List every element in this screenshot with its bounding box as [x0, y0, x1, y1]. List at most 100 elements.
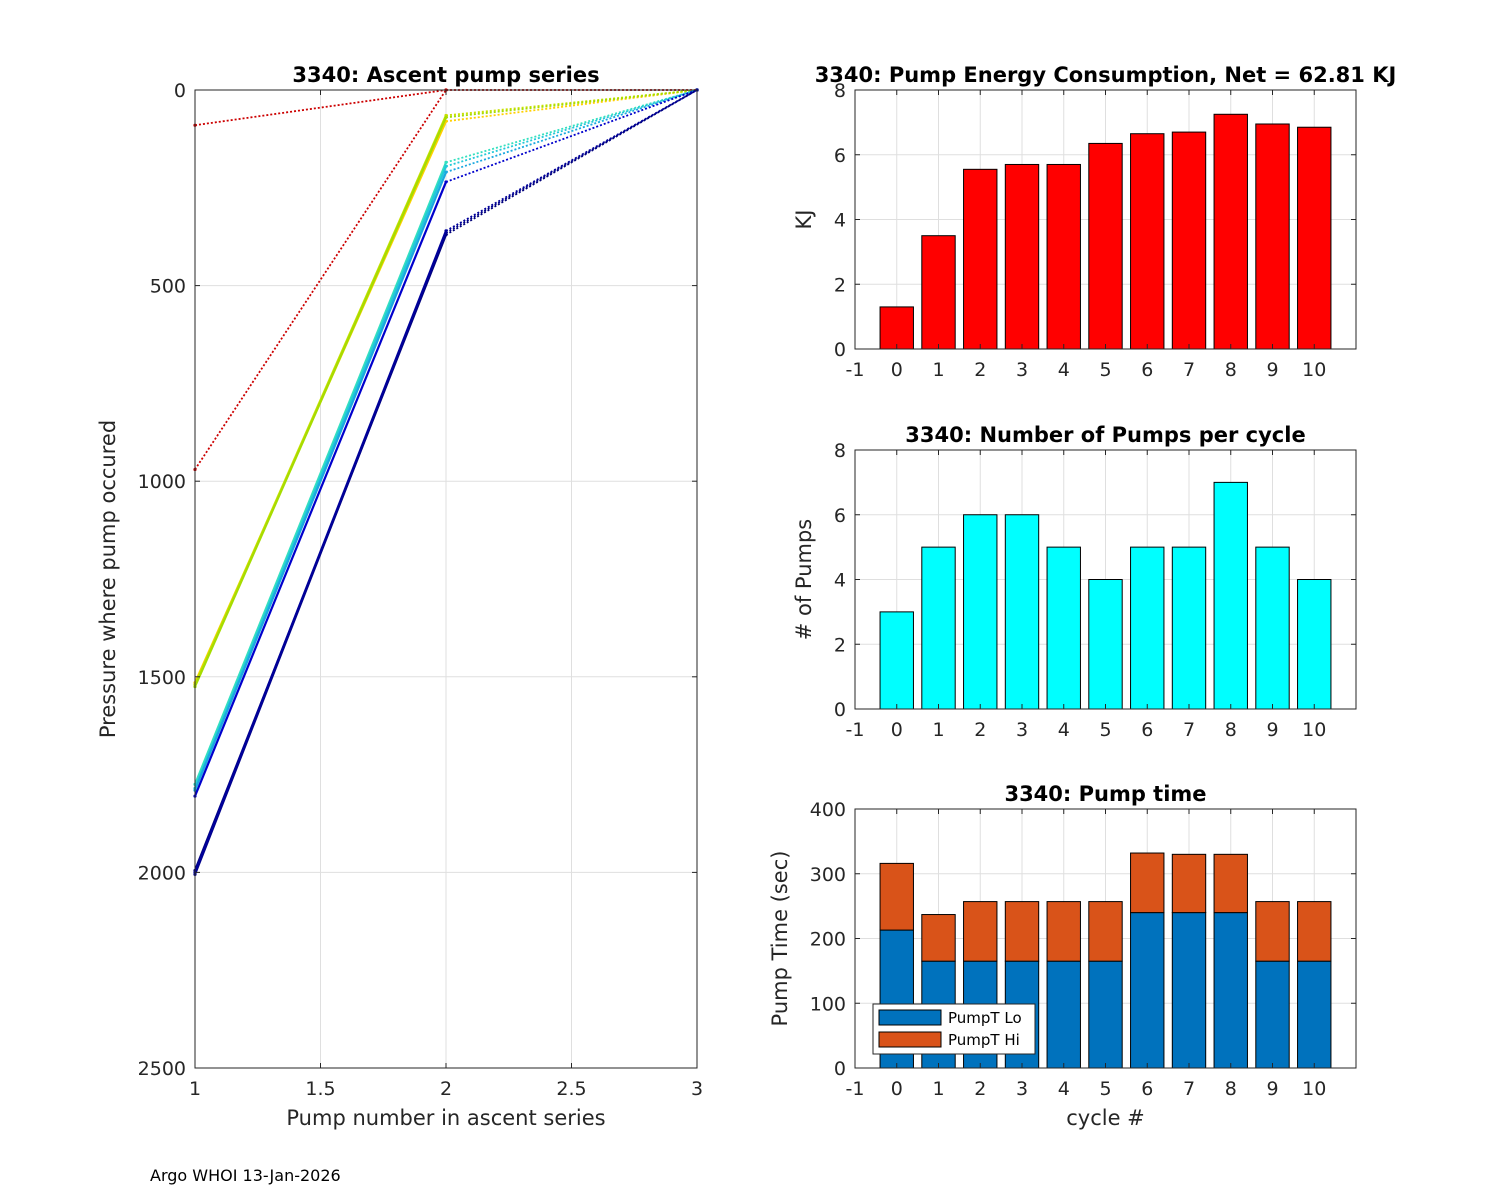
stacked-bar-segment — [879, 862, 914, 931]
y-tick-label: 0 — [834, 1058, 846, 1080]
x-tick-label: 1 — [932, 1078, 944, 1100]
x-tick-label: 4 — [1058, 719, 1070, 741]
x-tick-label: 1 — [932, 359, 944, 381]
series-solid-segment — [193, 230, 448, 873]
stacked-bar-segment — [1130, 912, 1165, 1069]
stacked-bar-segment — [1297, 901, 1332, 962]
bar — [879, 306, 914, 350]
y-axis-label: Pump Time (sec) — [768, 851, 792, 1027]
x-axis-label: cycle # — [1066, 1106, 1145, 1130]
x-tick-label: 4 — [1058, 359, 1070, 381]
stacked-bar-segment — [1213, 853, 1248, 914]
legend-swatch — [878, 1009, 942, 1026]
footer-note: Argo WHOI 13-Jan-2026 — [150, 1166, 341, 1185]
series-point — [444, 115, 448, 119]
x-tick-label: 1.5 — [305, 1078, 335, 1100]
y-axis-label: Pressure where pump occured — [96, 420, 120, 738]
bar — [1213, 481, 1248, 710]
x-tick-label: 0 — [891, 359, 903, 381]
x-tick-label: 10 — [1302, 1078, 1326, 1100]
legend-label: PumpT Lo — [948, 1009, 1022, 1027]
stacked-bar-segment — [1130, 852, 1165, 914]
x-tick-label: 10 — [1302, 719, 1326, 741]
series-point — [444, 180, 448, 184]
x-tick-label: 6 — [1141, 1078, 1153, 1100]
y-tick-label: 6 — [834, 145, 846, 167]
x-tick-label: -1 — [846, 719, 865, 741]
x-tick-label: 7 — [1183, 719, 1195, 741]
bar — [1088, 579, 1123, 710]
y-tick-label: 1500 — [138, 667, 186, 689]
series-dotted-segment — [445, 89, 698, 174]
series-point — [444, 160, 448, 164]
stacked-bar-segment — [1213, 912, 1248, 1069]
bar — [1171, 546, 1207, 710]
series-point — [444, 170, 448, 174]
stacked-bar-segment — [1297, 960, 1332, 1069]
series-solid-segment — [193, 161, 448, 785]
x-tick-label: 6 — [1141, 359, 1153, 381]
bar — [921, 235, 956, 350]
x-tick-label: 3 — [1016, 1078, 1028, 1100]
x-tick-label: 0 — [891, 1078, 903, 1100]
stacked-bar-segment — [1046, 901, 1081, 962]
stacked-bar-segment — [1088, 960, 1123, 1069]
bar — [1088, 142, 1123, 350]
x-tick-label: 0 — [891, 719, 903, 741]
bar — [879, 611, 914, 710]
y-axis-label: KJ — [792, 210, 816, 230]
x-axis-label: Pump number in ascent series — [286, 1106, 605, 1130]
stacked-bar-segment — [1255, 901, 1290, 962]
y-tick-label: 4 — [834, 210, 846, 232]
y-tick-label: 8 — [834, 440, 846, 462]
y-tick-label: 400 — [810, 799, 846, 821]
x-tick-label: 10 — [1302, 359, 1326, 381]
x-tick-label: 3 — [1016, 359, 1028, 381]
stacked-bar-segment — [1171, 912, 1207, 1069]
y-tick-label: 0 — [834, 699, 846, 721]
series-dotted-segment — [445, 89, 698, 164]
y-tick-label: 1000 — [138, 471, 186, 493]
stacked-bar-segment — [1255, 960, 1290, 1069]
legend-label: PumpT Hi — [948, 1031, 1020, 1049]
x-tick-label: 6 — [1141, 719, 1153, 741]
x-tick-label: 5 — [1099, 719, 1111, 741]
bar — [1255, 123, 1290, 350]
series-dotted-segment — [445, 89, 698, 234]
y-tick-label: 200 — [810, 929, 846, 951]
bar — [1130, 133, 1165, 350]
x-tick-label: 2 — [440, 1078, 452, 1100]
chart-title: 3340: Pump time — [1004, 782, 1206, 806]
chart-title: 3340: Number of Pumps per cycle — [905, 423, 1305, 447]
y-tick-label: 2500 — [138, 1058, 186, 1080]
x-tick-label: 9 — [1266, 359, 1278, 381]
x-tick-label: 7 — [1183, 359, 1195, 381]
stacked-bar-segment — [1171, 853, 1207, 914]
bar — [1255, 546, 1290, 710]
bar — [921, 546, 956, 710]
series-dotted-segment — [445, 89, 698, 183]
y-tick-label: 4 — [834, 570, 846, 592]
stacked-bar-segment — [1004, 901, 1040, 962]
stacked-bar-segment — [963, 901, 998, 962]
bar — [963, 168, 998, 350]
x-tick-label: 8 — [1225, 719, 1237, 741]
series-point — [444, 164, 448, 168]
bar — [1297, 126, 1332, 350]
stacked-bar-segment — [1046, 960, 1081, 1069]
y-tick-label: 300 — [810, 864, 846, 886]
legend-swatch — [878, 1031, 942, 1048]
x-tick-label: 2.5 — [556, 1078, 586, 1100]
y-tick-label: 500 — [150, 276, 186, 298]
x-tick-label: 2 — [974, 359, 986, 381]
stacked-bar-segment — [921, 914, 956, 962]
y-tick-label: 0 — [174, 80, 186, 102]
bar — [1213, 113, 1248, 350]
x-tick-label: 3 — [691, 1078, 703, 1100]
bar — [1171, 131, 1207, 350]
series-solid-segment — [193, 116, 448, 688]
bar — [1004, 514, 1040, 710]
